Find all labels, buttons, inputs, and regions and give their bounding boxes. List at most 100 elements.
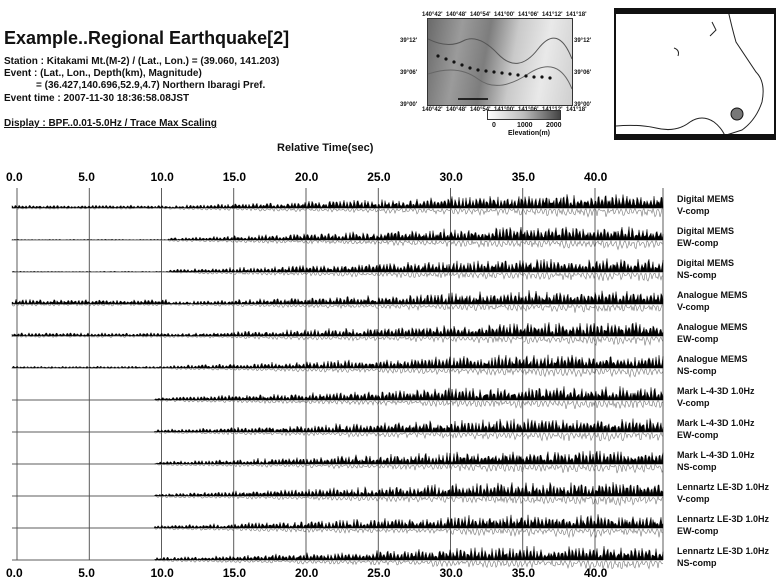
- trace-sensor-label: Lennartz LE-3D 1.0Hz: [677, 546, 770, 556]
- trace-waveform-positive: [12, 482, 664, 497]
- trace-sensor-label: Analogue MEMS: [677, 322, 748, 332]
- elevation-tick-1000: 1000: [517, 122, 533, 129]
- trace-sensor-label: Digital MEMS: [677, 194, 735, 204]
- trace-component-label: NS-comp: [677, 462, 717, 472]
- trace-component-label: V-comp: [677, 206, 710, 216]
- trace-waveform-negative: [12, 271, 664, 282]
- trace-waveform-negative: [11, 334, 664, 347]
- trace-waveform-positive: [12, 545, 664, 561]
- trace-waveform-positive: [11, 258, 664, 273]
- trace-sensor-label: Mark L-4-3D 1.0Hz: [677, 450, 755, 460]
- epicenter-marker: [730, 107, 744, 121]
- trace-sensor-label: Mark L-4-3D 1.0Hz: [677, 418, 755, 428]
- trace-waveform-negative: [11, 239, 664, 251]
- trace-sensor-label: Lennartz LE-3D 1.0Hz: [677, 482, 770, 492]
- elevation-tick-0: 0: [492, 122, 496, 129]
- trace-component-label: V-comp: [677, 302, 710, 312]
- relief-bottom-tick: 140°42': [422, 107, 443, 113]
- station-info: Station : Kitakami Mt.(M-2) / (Lat., Lon…: [4, 56, 280, 67]
- trace-waveform-positive: [12, 386, 664, 401]
- trace-waveform-negative: [12, 494, 664, 507]
- trace-component-label: NS-comp: [677, 366, 717, 376]
- relief-top-tick: 141°18': [566, 12, 587, 18]
- relief-top-tick: 140°42': [422, 12, 443, 18]
- trace-waveform-positive: [11, 290, 664, 305]
- trace-component-label: NS-comp: [677, 270, 717, 280]
- trace-sensor-label: Digital MEMS: [677, 226, 735, 236]
- x-tick-label-top: 30.0: [440, 170, 464, 184]
- elevation-tick-2000: 2000: [546, 122, 562, 129]
- trace-waveform-negative: [12, 558, 664, 570]
- trace-waveform-negative: [12, 462, 664, 474]
- x-tick-label-bottom: 30.0: [440, 566, 464, 580]
- x-tick-label-top: 40.0: [584, 170, 608, 184]
- x-tick-label-bottom: 35.0: [512, 566, 536, 580]
- x-tick-label-bottom: 25.0: [367, 566, 391, 580]
- relief-map: [427, 18, 573, 106]
- trace-waveform-negative: [12, 399, 664, 409]
- trace-component-label: NS-comp: [677, 558, 717, 568]
- x-tick-label-top: 10.0: [151, 170, 175, 184]
- trace-component-label: EW-comp: [677, 430, 719, 440]
- trace-waveform-negative: [12, 430, 664, 442]
- x-tick-label-bottom: 5.0: [78, 566, 95, 580]
- trace-sensor-label: Analogue MEMS: [677, 290, 748, 300]
- trace-sensor-label: Analogue MEMS: [677, 354, 748, 364]
- trace-component-label: EW-comp: [677, 238, 719, 248]
- trace-waveform-negative: [12, 526, 664, 539]
- relief-left-tick: 39°12': [400, 38, 418, 44]
- elevation-label: Elevation(m): [508, 130, 551, 137]
- x-tick-label-top: 35.0: [512, 170, 536, 184]
- relief-top-tick: 141°06': [518, 12, 539, 18]
- relief-top-tick: 141°12': [542, 12, 563, 18]
- station-markers: [436, 54, 552, 80]
- location-map-lines: [616, 10, 774, 138]
- relief-right-tick: 39°06': [574, 70, 592, 76]
- trace-waveform-positive: [11, 226, 664, 241]
- x-tick-label-top: 25.0: [367, 170, 391, 184]
- relief-left-tick: 39°06': [400, 70, 418, 76]
- relief-top-tick: 141°00': [494, 12, 515, 18]
- trace-waveform-negative: [11, 207, 664, 218]
- chart-title: Example..Regional Earthquake[2]: [4, 28, 290, 48]
- trace-sensor-label: Lennartz LE-3D 1.0Hz: [677, 514, 770, 524]
- location-map: [614, 8, 776, 140]
- event-time: Event time : 2007-11-30 18:36:58.08JST: [4, 93, 190, 104]
- relief-left-tick: 39°00': [400, 102, 418, 108]
- trace-waveform-positive: [11, 194, 664, 209]
- relief-bottom-tick: 140°48': [446, 107, 467, 113]
- trace-component-label: V-comp: [677, 494, 710, 504]
- relief-top-tick: 140°54': [470, 12, 491, 18]
- x-tick-label-bottom: 15.0: [223, 566, 247, 580]
- trace-component-label: V-comp: [677, 398, 710, 408]
- event-values: = (36.427,140.696,52.9,4.7) Northern Iba…: [36, 80, 266, 91]
- x-tick-label-top: 0.0: [6, 170, 23, 184]
- trace-waveform-positive: [11, 322, 664, 337]
- trace-waveform-positive: [12, 418, 664, 433]
- x-tick-label-bottom: 10.0: [151, 566, 175, 580]
- x-tick-label-bottom: 0.0: [6, 566, 23, 580]
- x-tick-label-top: 5.0: [78, 170, 95, 184]
- trace-waveform-negative: [11, 366, 664, 379]
- x-tick-label-bottom: 40.0: [584, 566, 608, 580]
- x-tick-label-top: 15.0: [223, 170, 247, 184]
- trace-component-label: EW-comp: [677, 526, 719, 536]
- relief-bottom-tick: 140°54': [470, 107, 491, 113]
- trace-sensor-label: Digital MEMS: [677, 258, 735, 268]
- relief-bottom-tick: 141°18': [566, 107, 587, 113]
- x-tick-label-top: 20.0: [295, 170, 319, 184]
- trace-sensor-label: Mark L-4-3D 1.0Hz: [677, 386, 755, 396]
- trace-waveform-positive: [12, 514, 664, 529]
- trace-component-label: EW-comp: [677, 334, 719, 344]
- relief-right-tick: 39°00': [574, 102, 592, 108]
- trace-waveform-positive: [11, 354, 664, 369]
- relief-top-tick: 140°48': [446, 12, 467, 18]
- relief-map-overlay: [428, 37, 572, 100]
- event-info: Event : (Lat., Lon., Depth(km), Magnitud…: [4, 68, 202, 79]
- x-tick-label-bottom: 20.0: [295, 566, 319, 580]
- display-settings: Display : BPF..0.01-5.0Hz / Trace Max Sc…: [4, 118, 217, 129]
- elevation-colorbar: [487, 110, 561, 120]
- trace-waveform-positive: [12, 450, 664, 465]
- relief-right-tick: 39°12': [574, 38, 592, 44]
